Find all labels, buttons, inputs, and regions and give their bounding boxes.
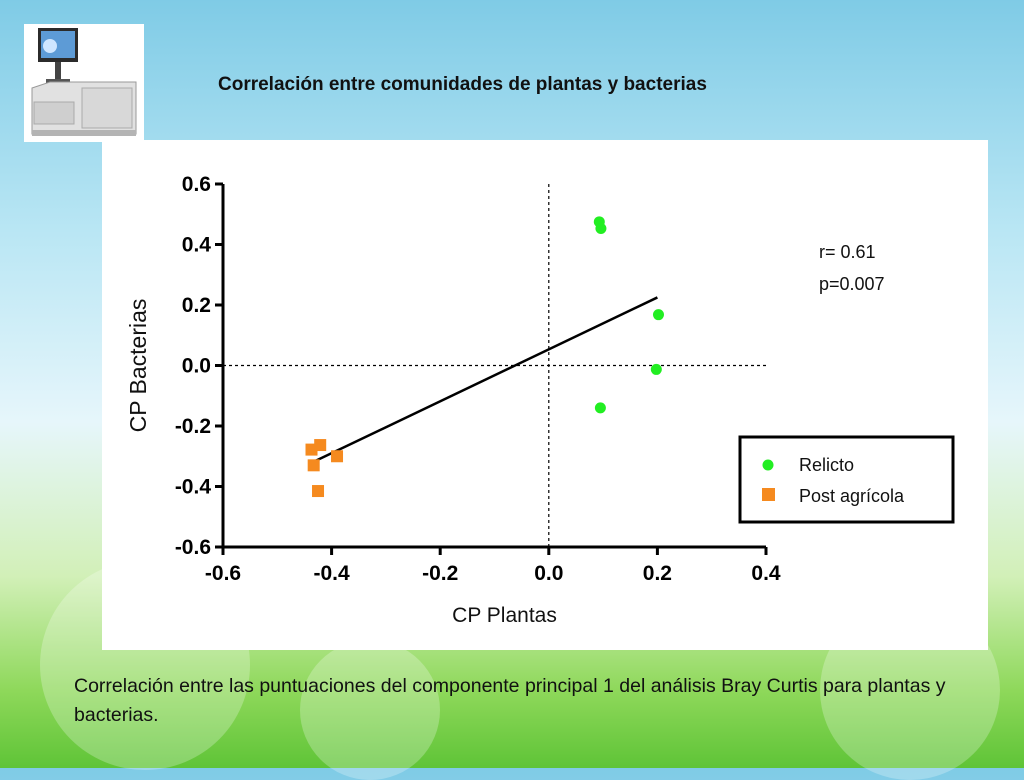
data-point-relicto [650,363,662,375]
x-tick-label: 0.2 [643,562,672,585]
data-point-relicto [595,222,607,234]
data-point-post-agricola [314,439,327,452]
y-tick-label: -0.4 [175,476,212,499]
figure-caption: Correlación entre las puntuaciones del c… [74,675,946,726]
data-point-post-agricola [331,450,344,463]
plot-panel: -0.6 -0.4 -0.2 0.0 0.2 0.4 0.6 -0.6 -0.4 -0.2 0.0 0… [102,140,988,650]
y-tick-label: 0.2 [182,294,211,317]
x-tick-label: 0.0 [534,562,563,585]
y-tick-label: -0.6 [175,536,211,559]
data-point-post-agricola [312,485,325,498]
x-tick-label: -0.4 [314,562,351,585]
data-point-post-agricola [307,459,320,472]
slide-title: Correlación entre comunidades de plantas… [218,74,707,95]
legend: Relicto Post agrícola [738,435,955,524]
data-point-relicto [594,402,606,414]
stat-p-label: p=0.007 [819,274,885,294]
y-axis-title: CP Bacterias [125,299,151,433]
y-tick-label: 0.0 [182,355,211,378]
y-tick-label: 0.6 [182,173,211,196]
x-tick-label: 0.4 [751,562,781,585]
legend-marker-relicto [762,459,774,471]
legend-label-post-agricola: Post agrícola [799,486,905,506]
y-tick-label: -0.2 [175,415,211,438]
legend-box [738,435,955,524]
legend-marker-post-agricola [762,488,775,501]
background-bokeh [300,640,440,780]
x-axis-title: CP Plantas [452,604,557,627]
lab-instrument-icon [24,24,144,142]
stat-r-label: r= 0.61 [819,242,876,262]
regression-line [312,296,658,464]
y-tick-label: 0.4 [182,234,212,257]
data-point-relicto [652,309,664,321]
x-tick-label: -0.6 [205,562,241,585]
scatter-chart: -0.6 -0.4 -0.2 0.0 0.2 0.4 0.6 -0.6 -0.4 -0.2 0.0 0… [125,173,955,627]
x-tick-label: -0.2 [422,562,458,585]
legend-label-relicto: Relicto [799,455,854,475]
